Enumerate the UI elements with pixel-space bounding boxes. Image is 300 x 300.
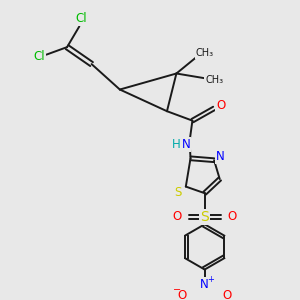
Text: O: O — [216, 99, 225, 112]
Text: Cl: Cl — [33, 50, 45, 63]
Text: CH₃: CH₃ — [205, 75, 223, 85]
Text: O: O — [173, 210, 182, 223]
Text: O: O — [227, 210, 237, 223]
Text: S: S — [175, 186, 182, 199]
Text: H: H — [172, 138, 181, 151]
Text: −: − — [173, 285, 181, 295]
Text: N: N — [182, 138, 190, 151]
Text: O: O — [177, 290, 187, 300]
Text: +: + — [207, 275, 214, 284]
Text: CH₃: CH₃ — [196, 48, 214, 58]
Text: S: S — [200, 210, 209, 224]
Text: N: N — [200, 278, 209, 291]
Text: O: O — [223, 290, 232, 300]
Text: Cl: Cl — [75, 12, 87, 25]
Text: N: N — [216, 150, 225, 163]
